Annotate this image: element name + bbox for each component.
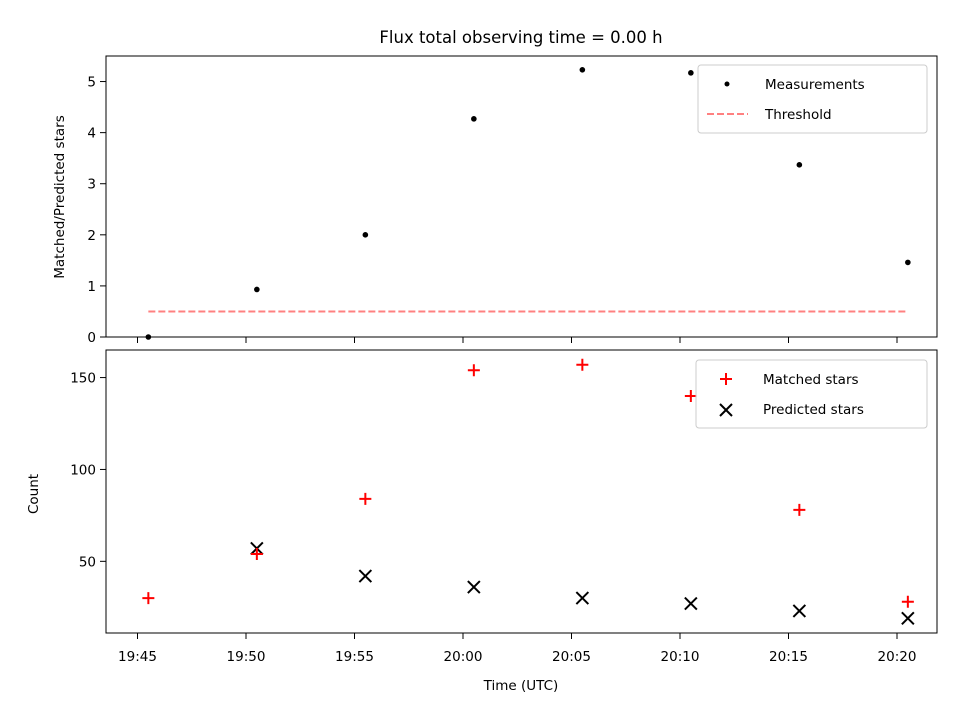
matched-star-point [576, 358, 589, 371]
top-x-ticks [137, 337, 898, 343]
x-tick-label: 20:00 [444, 649, 483, 665]
x-tick-label: 20:20 [878, 649, 917, 665]
measurement-point [254, 286, 260, 293]
y-tick-label: 4 [87, 126, 96, 142]
y-tick-label: 50 [79, 554, 96, 570]
measurement-point [145, 334, 152, 340]
top-y-axis-label: Matched/Predicted stars [52, 115, 68, 278]
y-tick-label: 100 [70, 462, 96, 478]
measurement-point [362, 232, 369, 238]
x-tick-label: 20:10 [661, 649, 700, 665]
matched-star-point [359, 492, 372, 505]
bottom-legend-box [695, 359, 928, 429]
bottom-marks [142, 358, 915, 626]
bottom-x-ticks: 19:45 19:50 19:55 20:00 20:05 20:10 20:15 20:20 [118, 633, 916, 665]
measurement-point [796, 162, 803, 168]
bottom-y-axis-label: Count [26, 474, 42, 514]
top-legend-box [697, 64, 928, 134]
legend-measurements-label: Measurements [765, 77, 865, 93]
top-y-ticks: 0 1 2 3 4 5 [87, 75, 106, 346]
bottom-panel: 50 100 150 19:45 19:50 19:55 20:00 20:05 20:10 2… [26, 349, 938, 694]
predicted-star-point [684, 596, 698, 611]
matched-star-point [142, 592, 155, 605]
legend-threshold-label: Threshold [764, 107, 832, 123]
matched-star-point [793, 503, 806, 516]
measurement-point [579, 66, 586, 73]
predicted-star-point [575, 591, 590, 605]
measurement-point [905, 259, 911, 266]
matched-star-point [901, 595, 914, 608]
legend-predicted-label: Predicted stars [763, 402, 864, 418]
measurement-point [688, 70, 694, 76]
legend-predicted-marker [719, 403, 733, 417]
x-tick-label: 19:45 [118, 649, 157, 665]
predicted-star-point [358, 569, 373, 583]
matched-star-point [250, 547, 263, 560]
bottom-plot-frame [105, 349, 938, 634]
bottom-legend: Matched stars Predicted stars [695, 359, 928, 429]
top-legend: Measurements Threshold [697, 64, 928, 134]
legend-measurements-marker [724, 81, 730, 87]
y-tick-label: 150 [70, 371, 96, 387]
predicted-star-point [467, 580, 481, 594]
y-tick-label: 2 [87, 228, 96, 244]
top-marks [145, 66, 911, 340]
predicted-star-point [901, 611, 915, 626]
legend-matched-label: Matched stars [763, 372, 859, 388]
x-tick-label: 19:55 [335, 649, 374, 665]
x-tick-label: 19:50 [227, 649, 266, 665]
measurement-point [471, 116, 477, 122]
top-panel: 0 1 2 3 4 5 Matched/Predicted stars Measureme… [52, 55, 938, 346]
legend-matched-marker [720, 373, 732, 385]
y-tick-label: 1 [87, 279, 96, 295]
y-tick-label: 5 [87, 75, 96, 91]
y-tick-label: 0 [87, 330, 96, 346]
matched-star-point [684, 389, 697, 402]
predicted-star-point [792, 604, 807, 618]
chart-title: Flux total observing time = 0.00 h [379, 28, 662, 47]
x-tick-label: 20:15 [769, 649, 808, 665]
x-axis-label: Time (UTC) [483, 678, 559, 694]
bottom-y-ticks: 50 100 150 [70, 371, 106, 570]
x-tick-label: 20:05 [552, 649, 591, 665]
top-plot-frame [105, 55, 938, 338]
matched-star-point [467, 364, 480, 377]
y-tick-label: 3 [87, 177, 96, 193]
